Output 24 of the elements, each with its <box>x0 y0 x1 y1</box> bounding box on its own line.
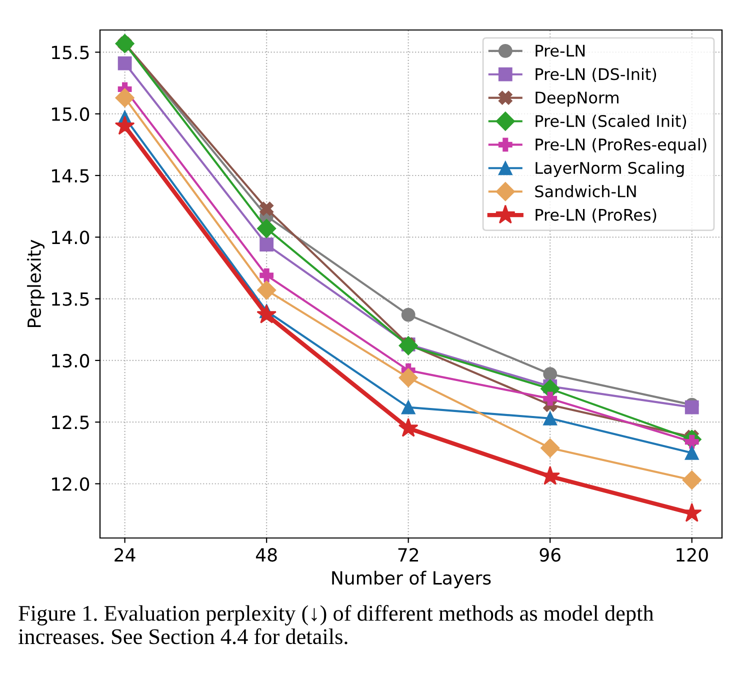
y-tick-label: 12.5 <box>52 416 89 430</box>
y-tick-label: 13.5 <box>52 292 89 306</box>
y-tick-label: 15.0 <box>52 107 90 121</box>
y-tick-label: 13.0 <box>52 354 90 368</box>
legend-label: Sandwich-LN <box>535 185 636 198</box>
x-tick-label: 24 <box>114 548 136 562</box>
x-tick-label: 72 <box>398 548 418 562</box>
legend-label: Pre-LN (DS-Init) <box>536 68 656 82</box>
x-tick-label: 48 <box>256 548 277 562</box>
legend-label: Pre-LN (ProRes) <box>536 208 656 223</box>
y-tick-label: 12.0 <box>52 477 90 491</box>
y-tick-label: 14.0 <box>52 230 90 244</box>
legend-label: Pre-LN <box>536 44 585 57</box>
y-tick-label: 14.5 <box>52 169 89 183</box>
legend-label: LayerNorm Scaling <box>536 162 684 178</box>
legend-label: Pre-LN (Scaled Init) <box>536 114 686 129</box>
legend-label: Pre-LN (ProRes-equal) <box>536 138 706 154</box>
legend-label: DeepNorm <box>536 92 618 107</box>
x-axis-title: Number of Layers <box>332 570 491 588</box>
caption: Figure 1. Evaluation perplexity (↓) of different methods as model depth increases. See Section 4.4 for details. <box>18 605 654 644</box>
x-tick-label: 96 <box>540 548 560 562</box>
y-axis-title: Perplexity <box>27 240 45 327</box>
y-tick-label: 15.5 <box>52 46 89 60</box>
x-tick-label: 120 <box>676 548 708 562</box>
